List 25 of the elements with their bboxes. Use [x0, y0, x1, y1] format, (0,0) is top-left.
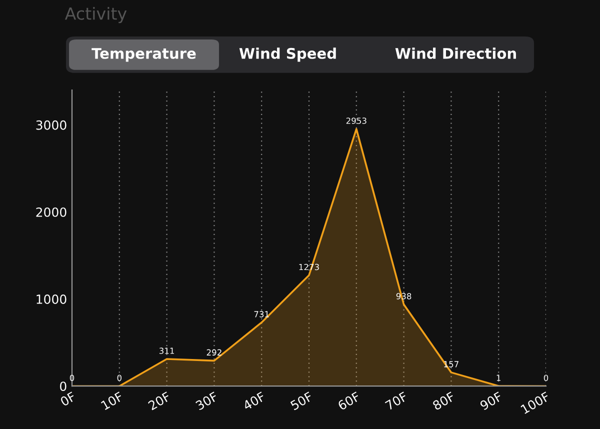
text: Wind Direction — [395, 48, 516, 59]
text: Temperature — [92, 48, 196, 62]
x-tick-label: 10F — [100, 392, 124, 410]
y-tick-label: 1000 — [36, 294, 66, 304]
x-tick-label: 50F — [290, 392, 314, 410]
y-tick-label: 3000 — [36, 120, 66, 130]
text: Wind Speed — [239, 48, 336, 62]
x-tick-label: 60F — [337, 392, 361, 410]
data-label: 2953 — [346, 118, 366, 124]
data-label: 1 — [496, 374, 500, 381]
x-tick-label: 30F — [195, 392, 218, 410]
data-label: 311 — [159, 348, 174, 354]
x-tick-label: 0F — [60, 392, 76, 406]
data-label: 731 — [254, 311, 269, 318]
x-tick-label: 90F — [479, 392, 503, 410]
x-tick-label: 80F — [432, 392, 456, 410]
x-tick-label: 70F — [384, 392, 408, 410]
y-tick-label: 2000 — [36, 207, 66, 217]
x-tick-label: 20F — [148, 392, 172, 410]
data-label: 0 — [117, 374, 122, 382]
data-label: 0 — [544, 374, 548, 382]
x-tick-label: 40F — [242, 392, 266, 411]
chart-title: Activity — [64, 6, 127, 24]
y-tick-label: 0 — [60, 382, 66, 392]
data-label: 292 — [206, 349, 222, 356]
